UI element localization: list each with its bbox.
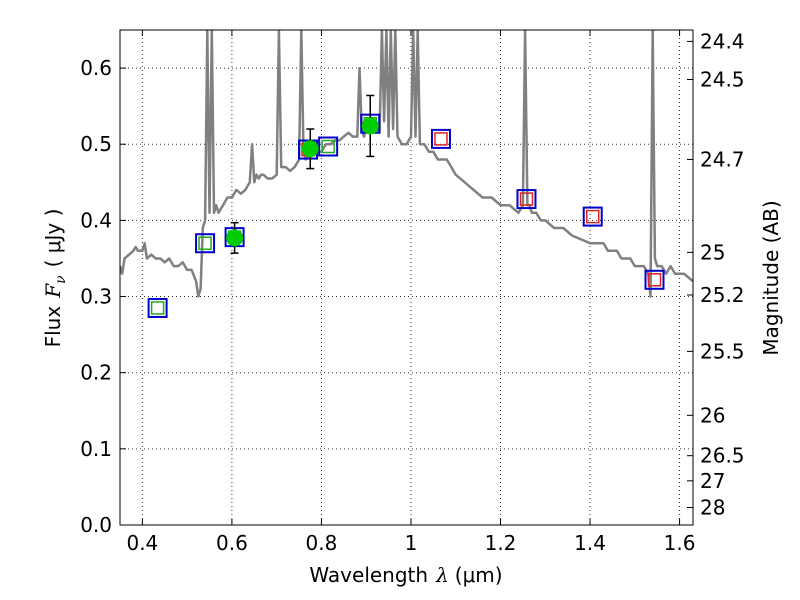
- y-tick-label: 0.4: [80, 208, 112, 232]
- marker-outer-square: [318, 136, 339, 157]
- marker-inner-square: [150, 301, 165, 315]
- y-axis-label: FluxFν( μJy ): [41, 209, 69, 348]
- x-tick-label: 0.4: [126, 531, 158, 555]
- x-axis-label: Wavelength λ (μm): [309, 563, 502, 587]
- marker-inner-square: [321, 139, 335, 154]
- marker-outer-square: [516, 189, 537, 210]
- marker-inner-square: [519, 192, 534, 206]
- y2-tick-label: 26.5: [700, 444, 745, 468]
- model-flux-marker: [430, 128, 451, 149]
- y-tick-label: 0.3: [80, 285, 112, 309]
- plot-frame: [119, 29, 694, 526]
- y2-tick-label: 28: [700, 495, 725, 519]
- y-tick-label: 0.5: [80, 132, 112, 156]
- x-tick-label: 1: [405, 531, 418, 555]
- plot-area: [120, 30, 693, 318]
- marker-inner-square: [585, 209, 600, 224]
- model-flux-marker: [516, 189, 537, 210]
- model-flux-marker: [195, 233, 216, 254]
- marker-outer-square: [430, 128, 451, 149]
- grid: [120, 30, 693, 525]
- marker-inner-square: [647, 273, 662, 287]
- y2-tick-label: 24.4: [700, 29, 745, 53]
- marker-inner-square: [198, 236, 212, 250]
- model-flux-marker: [644, 269, 665, 290]
- y2-tick-label: 25.5: [700, 339, 745, 363]
- observed-flux-marker: [226, 229, 244, 247]
- x-tick-label: 1.2: [485, 531, 517, 555]
- observed-flux-point: [226, 221, 244, 254]
- spectrum-line: [120, 30, 693, 298]
- y2-tick-label: 27: [700, 469, 725, 493]
- x-tick-label: 1.6: [664, 531, 696, 555]
- x-axis: 0.4 0.6 0.8 1 1.2 1.4 1.6: [126, 30, 695, 555]
- observed-flux-marker: [361, 117, 379, 135]
- marker-outer-square: [195, 233, 216, 254]
- marker-inner-square: [434, 132, 448, 146]
- marker-outer-square: [644, 269, 665, 290]
- y2-tick-label: 24.5: [700, 68, 745, 92]
- model-flux-marker: [147, 297, 168, 318]
- marker-outer-square: [147, 297, 168, 318]
- observed-flux-marker: [301, 140, 319, 158]
- model-flux-marker: [582, 206, 603, 227]
- y-tick-label: 0.2: [80, 361, 112, 385]
- y2-tick-label: 26: [700, 403, 725, 427]
- y2-tick-label: 25: [700, 240, 725, 264]
- x-tick-label: 0.6: [216, 531, 248, 555]
- x-tick-label: 1.4: [574, 531, 606, 555]
- y-tick-label: 0.6: [80, 56, 112, 80]
- x-tick-label: 0.8: [306, 531, 338, 555]
- y2-tick-label: 24.7: [700, 147, 745, 171]
- observed-flux-point: [361, 94, 379, 158]
- y2-axis-label: Magnitude (AB): [759, 200, 783, 355]
- y-tick-label: 0.0: [80, 513, 112, 537]
- y2-tick-label: 25.2: [700, 283, 745, 307]
- marker-outer-square: [582, 206, 603, 227]
- model-flux-marker: [318, 136, 339, 157]
- y-axis: 0.0 0.1 0.2 0.3 0.4 0.5 0.6: [80, 56, 126, 537]
- y-tick-label: 0.1: [80, 437, 112, 461]
- observed-flux-point: [301, 128, 319, 170]
